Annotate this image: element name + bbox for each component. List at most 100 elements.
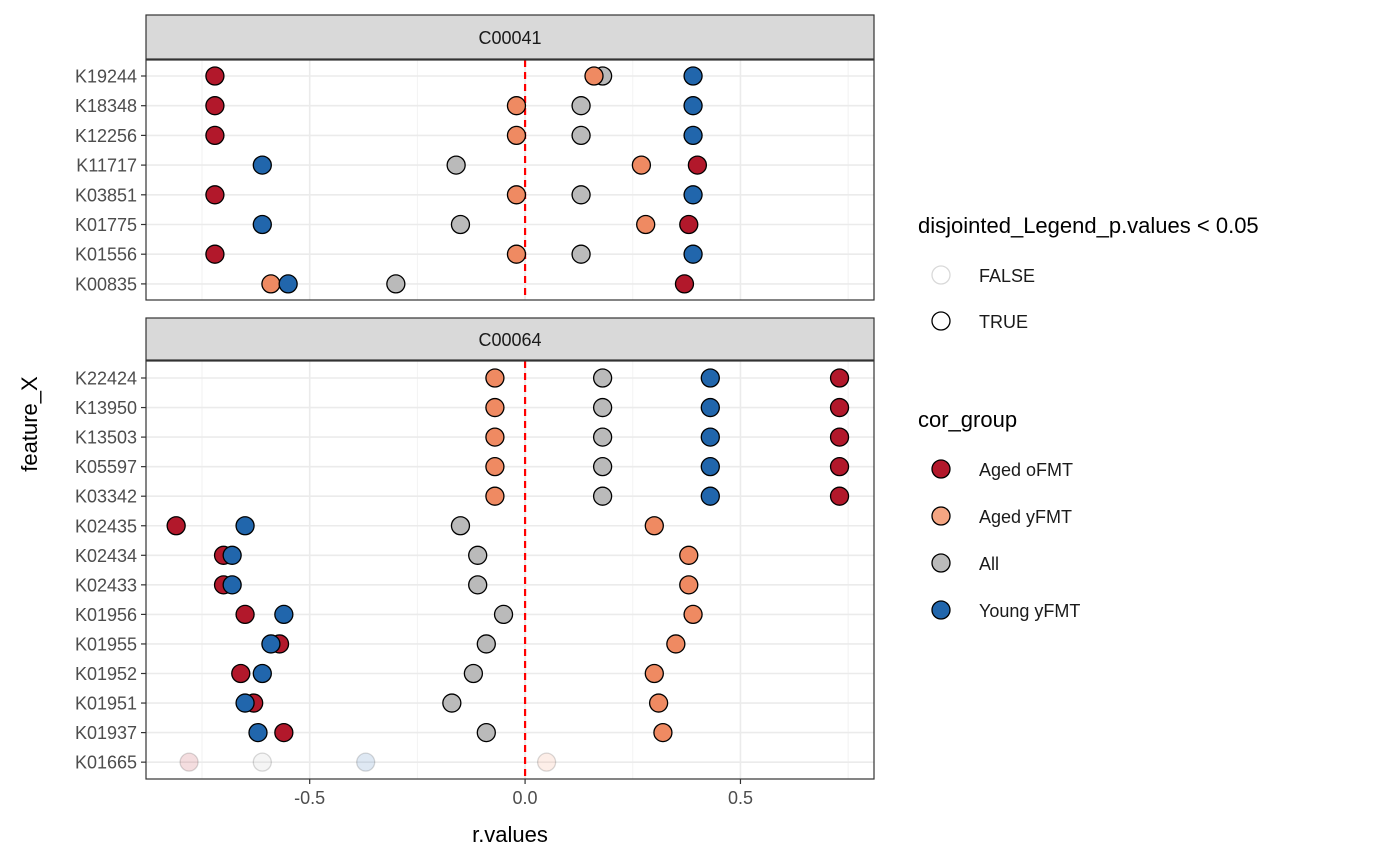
y-tick-label: K01775 bbox=[75, 215, 137, 235]
point-K01665-aged-ofmt bbox=[179, 752, 199, 772]
point-K00835-aged-yfmt bbox=[261, 274, 281, 294]
point-K01955-aged-yfmt bbox=[666, 634, 686, 654]
point-K11717-all bbox=[446, 155, 466, 175]
point-K13950-aged-ofmt bbox=[829, 397, 850, 418]
y-tick-label: K12256 bbox=[75, 126, 137, 146]
y-tick-label: K01956 bbox=[75, 605, 137, 625]
point-K03342-aged-yfmt bbox=[485, 486, 505, 506]
point-K03851-young-yfmt bbox=[683, 185, 703, 205]
y-tick-label: K01556 bbox=[75, 245, 137, 265]
point-K12256-aged-ofmt bbox=[205, 125, 225, 146]
y-tick-label: K02435 bbox=[75, 516, 137, 536]
point-K13503-young-yfmt bbox=[700, 427, 720, 447]
point-K02434-all bbox=[468, 545, 488, 565]
point-K01665-aged-yfmt bbox=[536, 752, 557, 772]
point-K01775-young-yfmt bbox=[252, 214, 272, 235]
point-K03851-all bbox=[571, 185, 591, 205]
point-K01956-aged-yfmt bbox=[683, 604, 703, 625]
panel-background bbox=[146, 60, 874, 300]
y-tick-label: K11717 bbox=[76, 156, 137, 176]
x-tick-label: -0.5 bbox=[294, 788, 325, 808]
y-tick-label: K01952 bbox=[75, 664, 137, 684]
x-tick-label: 0.5 bbox=[728, 788, 753, 808]
y-tick-label: K03851 bbox=[75, 185, 137, 205]
point-K01951-aged-yfmt bbox=[648, 693, 669, 713]
point-K03342-young-yfmt bbox=[700, 486, 720, 506]
point-K05597-all bbox=[592, 456, 613, 477]
point-K00835-all bbox=[386, 274, 406, 294]
point-K12256-aged-yfmt bbox=[506, 125, 527, 146]
point-K02435-aged-ofmt bbox=[166, 516, 186, 536]
point-K01956-young-yfmt bbox=[274, 604, 294, 625]
point-K13503-aged-ofmt bbox=[829, 427, 850, 447]
point-K01775-aged-yfmt bbox=[636, 214, 656, 235]
point-K01955-young-yfmt bbox=[261, 634, 281, 654]
point-K01956-aged-ofmt bbox=[235, 604, 255, 625]
point-K01952-aged-yfmt bbox=[644, 663, 664, 684]
point-K02433-young-yfmt bbox=[222, 575, 242, 595]
point-K02435-aged-yfmt bbox=[644, 516, 664, 536]
point-K11717-aged-yfmt bbox=[631, 155, 652, 175]
facet-strip-label: C00041 bbox=[478, 28, 541, 48]
y-tick-label: K13950 bbox=[75, 398, 137, 418]
panel-border bbox=[145, 360, 875, 780]
point-K01951-young-yfmt bbox=[235, 693, 255, 713]
legend-label: All bbox=[979, 554, 999, 574]
y-tick-label: K03342 bbox=[75, 487, 137, 507]
point-K18348-young-yfmt bbox=[683, 96, 703, 116]
y-tick-label: K01955 bbox=[75, 634, 137, 654]
legend-label: Aged yFMT bbox=[979, 507, 1072, 527]
point-K01556-young-yfmt bbox=[683, 244, 703, 264]
facet-strip bbox=[145, 317, 875, 361]
legend-significance: disjointed_Legend_p.values < 0.05 FALSE TR… bbox=[918, 213, 1259, 332]
point-K13950-all bbox=[592, 397, 613, 418]
point-K02435-young-yfmt bbox=[235, 516, 255, 536]
point-K02433-all bbox=[468, 575, 488, 595]
x-axis: -0.5 0.0 0.5 bbox=[294, 779, 753, 808]
y-tick-label: K13503 bbox=[75, 428, 137, 448]
point-K01937-aged-yfmt bbox=[653, 722, 673, 743]
panel-border bbox=[145, 59, 875, 301]
point-K05597-aged-yfmt bbox=[485, 456, 505, 477]
point-K03342-all bbox=[592, 486, 613, 506]
x-tick-label: 0.0 bbox=[513, 788, 538, 808]
facet-strip-label: C00064 bbox=[478, 330, 541, 350]
point-K01937-all bbox=[476, 722, 496, 743]
point-K11717-aged-ofmt bbox=[687, 155, 708, 175]
point-K12256-all bbox=[571, 125, 591, 146]
point-K02433-aged-yfmt bbox=[679, 575, 699, 595]
point-K11717-young-yfmt bbox=[252, 155, 272, 175]
legend-label: Aged oFMT bbox=[979, 460, 1073, 480]
y-tick-label: K01665 bbox=[75, 753, 137, 773]
point-K02434-aged-yfmt bbox=[679, 545, 699, 565]
legend-label: FALSE bbox=[979, 266, 1035, 286]
point-K02434-young-yfmt bbox=[222, 545, 242, 565]
legend-key bbox=[931, 506, 951, 526]
point-K01952-young-yfmt bbox=[252, 663, 272, 684]
point-K01665-all bbox=[252, 752, 272, 772]
facet-panel-C00041: C00041 K19244 K18348 K12256 K11717 K03851 K017… bbox=[75, 14, 875, 301]
point-K22424-aged-yfmt bbox=[485, 368, 505, 388]
legend-key bbox=[931, 600, 951, 620]
point-K18348-aged-yfmt bbox=[506, 96, 527, 116]
y-tick-label: K00835 bbox=[75, 274, 137, 294]
facet-panel-C00064: C00064 K22424 K13950 K13503 K05597 K03342 K024… bbox=[75, 317, 875, 780]
point-K03342-aged-ofmt bbox=[829, 486, 850, 506]
point-K19244-aged-ofmt bbox=[205, 66, 225, 86]
point-K22424-all bbox=[592, 368, 613, 388]
y-tick-label: K22424 bbox=[75, 369, 137, 389]
y-tick-label: K01951 bbox=[75, 694, 137, 714]
y-tick-label: K18348 bbox=[75, 96, 137, 116]
point-K22424-young-yfmt bbox=[700, 368, 720, 388]
point-K22424-aged-ofmt bbox=[829, 368, 850, 388]
legend-key bbox=[931, 311, 951, 331]
point-K13503-all bbox=[592, 427, 613, 447]
point-K01775-all bbox=[450, 214, 471, 235]
y-tick-label: K01937 bbox=[75, 723, 137, 743]
y-tick-label: K19244 bbox=[75, 67, 137, 87]
y-axis-title: feature_X bbox=[17, 376, 42, 472]
legend-label: Young yFMT bbox=[979, 601, 1080, 621]
point-K12256-young-yfmt bbox=[683, 125, 703, 146]
point-K18348-aged-ofmt bbox=[205, 96, 225, 116]
